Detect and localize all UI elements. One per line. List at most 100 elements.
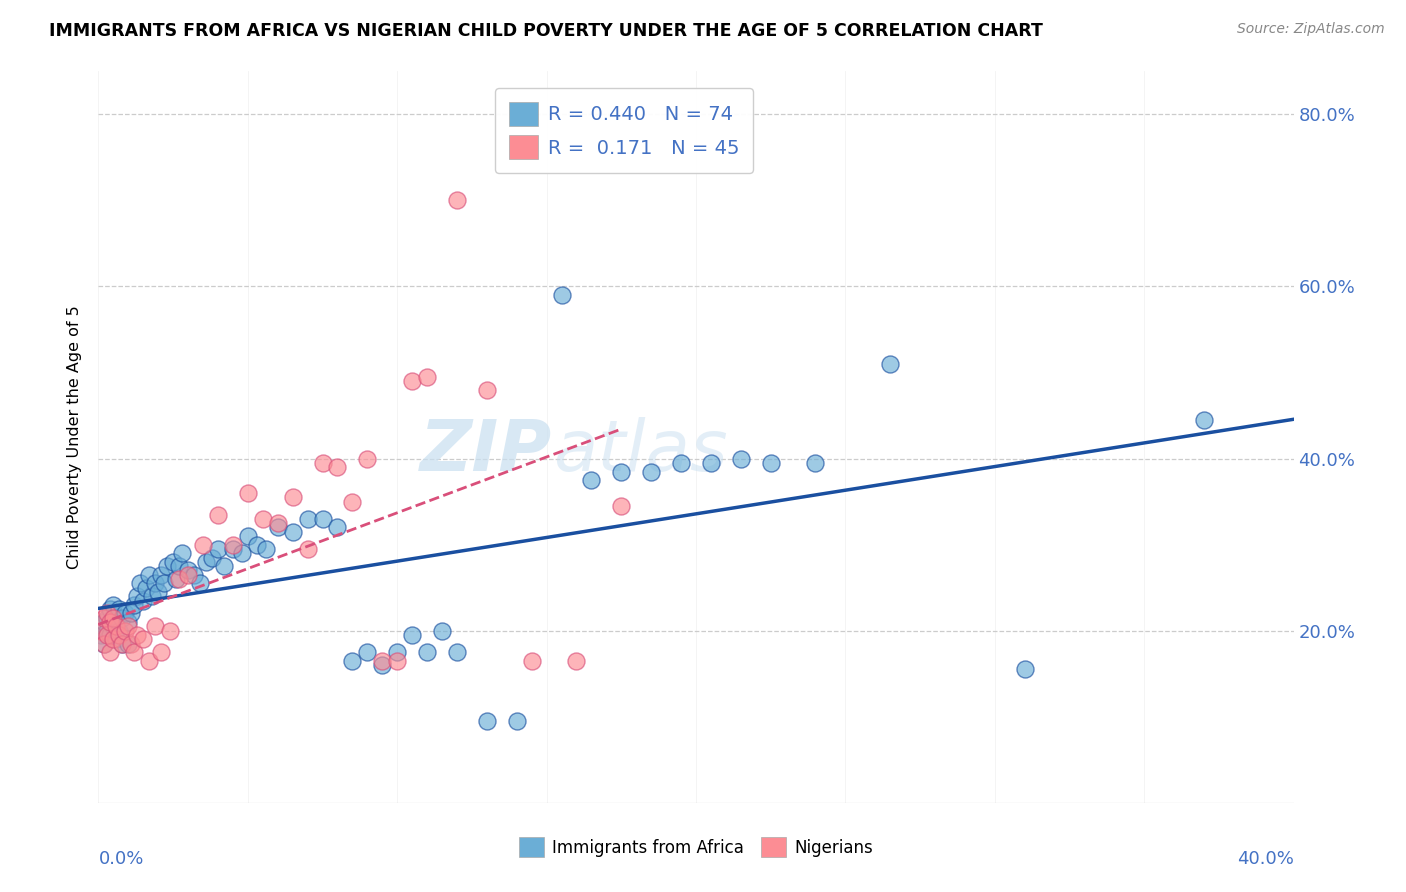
Point — [385, 654, 409, 668]
Point — [120, 637, 142, 651]
Point — [156, 559, 179, 574]
Point — [297, 541, 319, 556]
Point — [610, 465, 633, 479]
Point — [98, 645, 122, 659]
Point — [416, 645, 439, 659]
Point — [124, 645, 146, 659]
Point — [371, 654, 394, 668]
Point — [1014, 662, 1036, 676]
Point — [177, 567, 200, 582]
Point — [565, 654, 588, 668]
Point — [311, 512, 333, 526]
Point — [371, 658, 394, 673]
Point — [111, 637, 134, 651]
Point — [108, 624, 131, 638]
Point — [93, 637, 115, 651]
Point — [236, 529, 259, 543]
Point — [520, 654, 543, 668]
Point — [246, 538, 269, 552]
Point — [326, 460, 349, 475]
Point — [96, 628, 118, 642]
Point — [669, 456, 692, 470]
Point — [143, 576, 166, 591]
Point — [117, 615, 139, 629]
Text: Source: ZipAtlas.com: Source: ZipAtlas.com — [1237, 22, 1385, 37]
Point — [356, 645, 378, 659]
Point — [879, 357, 901, 371]
Point — [254, 541, 277, 556]
Point — [267, 516, 290, 530]
Point — [150, 645, 173, 659]
Point — [326, 520, 349, 534]
Point — [98, 602, 122, 616]
Legend: Immigrants from Africa, Nigerians: Immigrants from Africa, Nigerians — [512, 830, 880, 864]
Point — [759, 456, 782, 470]
Point — [804, 456, 827, 470]
Point — [98, 628, 122, 642]
Point — [446, 645, 468, 659]
Point — [188, 576, 211, 591]
Point — [127, 589, 149, 603]
Point — [550, 288, 572, 302]
Point — [93, 637, 115, 651]
Point — [1192, 413, 1215, 427]
Point — [103, 619, 125, 633]
Point — [430, 624, 453, 638]
Point — [195, 555, 218, 569]
Point — [252, 512, 274, 526]
Point — [108, 602, 131, 616]
Point — [281, 491, 304, 505]
Point — [127, 628, 149, 642]
Text: IMMIGRANTS FROM AFRICA VS NIGERIAN CHILD POVERTY UNDER THE AGE OF 5 CORRELATION : IMMIGRANTS FROM AFRICA VS NIGERIAN CHILD… — [49, 22, 1043, 40]
Point — [281, 524, 304, 539]
Point — [103, 632, 125, 647]
Point — [581, 473, 603, 487]
Point — [132, 593, 155, 607]
Point — [207, 541, 229, 556]
Point — [165, 572, 187, 586]
Point — [207, 508, 229, 522]
Point — [103, 611, 125, 625]
Point — [103, 598, 125, 612]
Point — [356, 451, 378, 466]
Point — [141, 589, 163, 603]
Point — [96, 611, 118, 625]
Point — [120, 607, 142, 621]
Point — [191, 538, 214, 552]
Point — [108, 628, 131, 642]
Point — [93, 611, 115, 625]
Point — [96, 624, 118, 638]
Point — [138, 567, 160, 582]
Point — [446, 194, 468, 208]
Point — [385, 645, 409, 659]
Point — [506, 714, 529, 728]
Point — [105, 611, 128, 625]
Point — [143, 619, 166, 633]
Point — [150, 567, 173, 582]
Point — [96, 607, 118, 621]
Point — [222, 538, 245, 552]
Point — [267, 520, 290, 534]
Point — [640, 465, 662, 479]
Point — [610, 499, 633, 513]
Point — [700, 456, 723, 470]
Point — [159, 624, 181, 638]
Y-axis label: Child Poverty Under the Age of 5: Child Poverty Under the Age of 5 — [67, 305, 83, 569]
Text: 40.0%: 40.0% — [1237, 850, 1294, 868]
Point — [111, 611, 134, 625]
Point — [172, 546, 194, 560]
Point — [105, 632, 128, 647]
Point — [416, 369, 439, 384]
Point — [138, 654, 160, 668]
Point — [167, 572, 190, 586]
Point — [148, 585, 170, 599]
Point — [153, 576, 176, 591]
Point — [117, 619, 139, 633]
Point — [297, 512, 319, 526]
Point — [183, 567, 205, 582]
Point — [105, 619, 128, 633]
Point — [730, 451, 752, 466]
Point — [90, 628, 112, 642]
Point — [114, 607, 136, 621]
Point — [114, 624, 136, 638]
